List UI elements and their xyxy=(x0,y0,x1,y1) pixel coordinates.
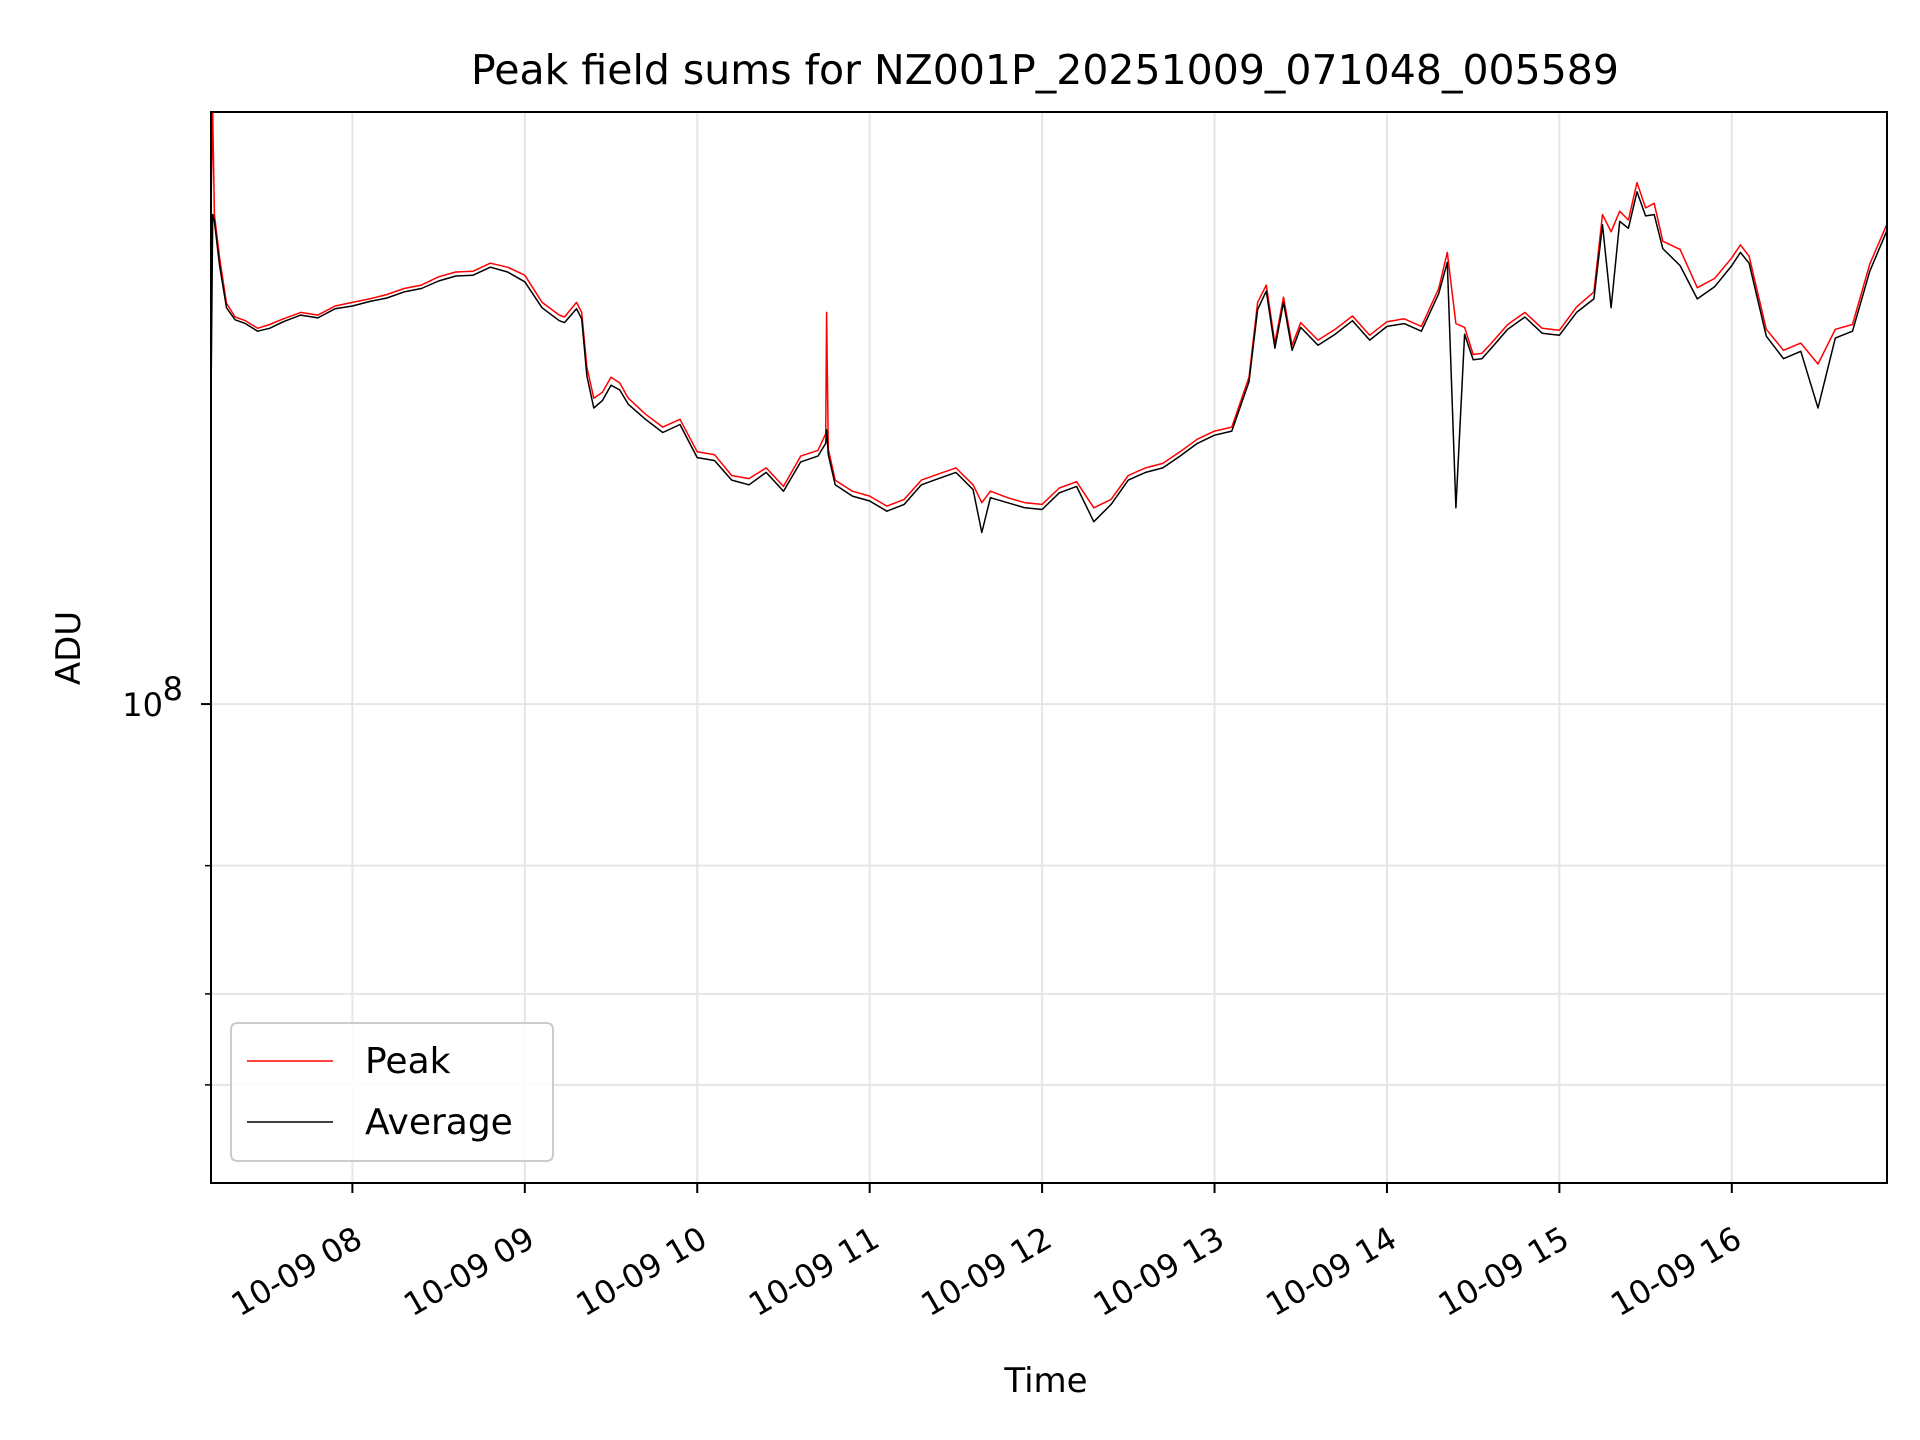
series-layer xyxy=(210,111,1888,534)
y-tick-label-exponent: 8 xyxy=(163,670,183,708)
plot-frame xyxy=(210,111,1888,1184)
series-line-average xyxy=(210,191,1888,534)
y-tick-label-base: 10 xyxy=(122,686,163,724)
y-axis-label: ADU xyxy=(49,611,89,685)
legend-box xyxy=(230,1022,554,1162)
y-axis: 10 8 xyxy=(122,670,211,1086)
x-axis-label: Time xyxy=(1003,1361,1087,1401)
legend-label-peak: Peak xyxy=(365,1041,451,1082)
legend: Peak Average xyxy=(230,1022,554,1162)
grid xyxy=(211,112,1887,1183)
chart-title: Peak field sums for NZ001P_20251009_0710… xyxy=(471,46,1619,94)
legend-label-average: Average xyxy=(365,1102,513,1143)
series-line-peak xyxy=(210,111,1888,509)
